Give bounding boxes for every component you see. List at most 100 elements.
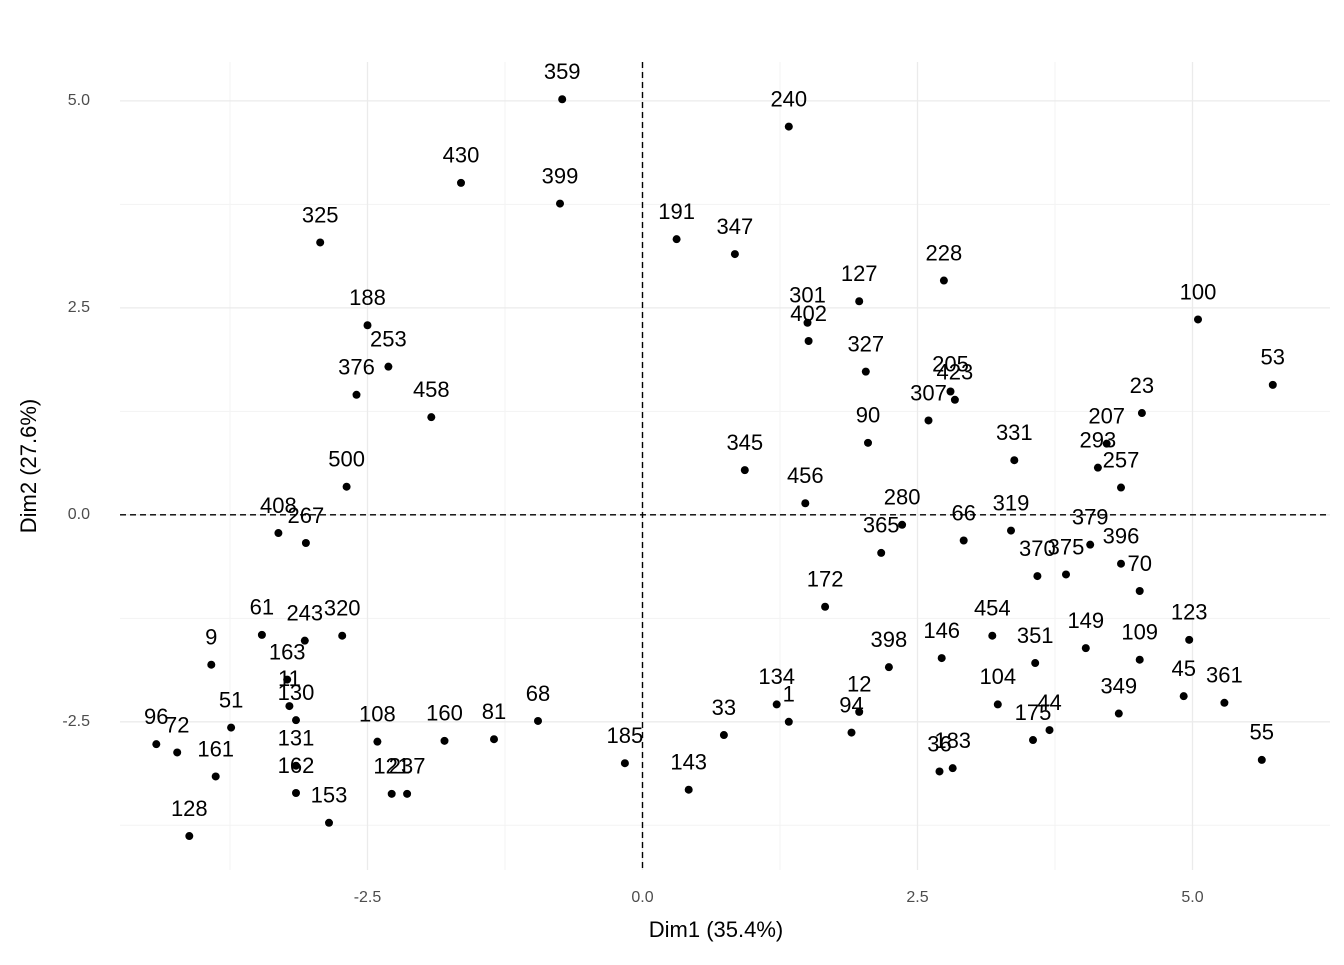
point-label: 351 — [1017, 623, 1054, 648]
point-label: 253 — [370, 326, 407, 351]
x-axis-title: Dim1 (35.4%) — [649, 917, 783, 942]
point-label: 66 — [951, 500, 975, 525]
point-label: 319 — [993, 490, 1030, 515]
point — [152, 740, 161, 749]
point-label: 55 — [1250, 720, 1274, 745]
point-label: 205 — [932, 351, 969, 376]
point-label: 33 — [712, 695, 736, 720]
point-label: 458 — [413, 377, 450, 402]
point — [864, 438, 872, 447]
point-label: 109 — [1121, 620, 1158, 645]
point-label: 280 — [884, 485, 921, 510]
point — [274, 529, 283, 538]
x-tick-label: 5.0 — [1181, 889, 1203, 906]
point-label: 228 — [926, 240, 963, 265]
point-label: 293 — [1080, 427, 1117, 452]
point-label: 143 — [670, 750, 707, 775]
point — [950, 395, 959, 404]
point-label: 370 — [1019, 536, 1056, 561]
point — [384, 362, 393, 371]
point-label: 44 — [1037, 690, 1061, 715]
point-label: 81 — [482, 699, 506, 724]
point-label: 121 — [373, 754, 410, 779]
point-label: 301 — [789, 283, 826, 308]
point — [684, 785, 693, 794]
point-label: 130 — [278, 680, 315, 705]
point-label: 185 — [607, 723, 644, 748]
point — [1114, 709, 1123, 718]
point-label: 345 — [726, 430, 763, 455]
point — [1102, 439, 1111, 448]
point — [801, 499, 810, 508]
point-label: 376 — [338, 355, 375, 380]
point-label: 243 — [286, 600, 323, 625]
point-label: 402 — [790, 301, 827, 326]
point-label: 347 — [717, 214, 754, 239]
point-label: 153 — [311, 783, 348, 808]
point-label: 257 — [1103, 447, 1140, 472]
point — [719, 731, 728, 740]
point-label: 9 — [205, 625, 217, 650]
point-label: 325 — [302, 202, 339, 227]
point-label: 408 — [260, 493, 297, 518]
point — [387, 789, 396, 798]
point — [352, 390, 361, 399]
point-label: 23 — [1130, 373, 1154, 398]
point — [534, 716, 542, 725]
point — [740, 466, 749, 475]
y-tick-label: 5.0 — [68, 92, 90, 109]
point-label: 361 — [1206, 663, 1243, 688]
point-label: 68 — [526, 681, 550, 706]
point — [173, 748, 182, 757]
point — [855, 707, 864, 716]
x-tick-label: -2.5 — [354, 889, 382, 906]
point — [784, 717, 793, 726]
point-label: 398 — [871, 627, 908, 652]
point — [338, 631, 347, 640]
point-label: 500 — [328, 447, 365, 472]
point — [457, 178, 465, 187]
point — [877, 548, 886, 557]
point-label: 331 — [996, 420, 1033, 445]
point-label: 134 — [758, 664, 795, 689]
point — [292, 716, 300, 725]
point — [211, 772, 220, 781]
point-label: 11 — [278, 666, 301, 691]
point — [784, 122, 793, 131]
point — [1010, 456, 1019, 465]
point-label: 161 — [197, 736, 234, 761]
point — [1086, 540, 1095, 549]
point-label: 399 — [542, 163, 579, 188]
point-label: 379 — [1072, 504, 1109, 529]
point-label: 146 — [923, 618, 960, 643]
point — [1093, 463, 1102, 472]
point-label: 90 — [856, 403, 880, 428]
point — [1117, 559, 1125, 568]
point — [556, 199, 564, 208]
point — [988, 631, 997, 640]
y-tick-label: 0.0 — [68, 506, 90, 523]
point-label: 128 — [171, 796, 208, 821]
point — [1194, 315, 1202, 324]
point — [855, 297, 864, 306]
point-label: 100 — [1180, 279, 1217, 304]
point-label: 423 — [937, 360, 974, 385]
point — [292, 761, 300, 770]
point-label: 188 — [349, 285, 386, 310]
point — [316, 238, 325, 247]
point — [847, 728, 856, 737]
point — [227, 723, 236, 732]
point — [1135, 655, 1144, 664]
point-label: 94 — [839, 692, 863, 717]
point — [1062, 570, 1070, 579]
point-label: 149 — [1067, 608, 1104, 633]
point-label: 267 — [288, 503, 325, 528]
x-tick-label: 2.5 — [906, 889, 928, 906]
y-tick-label: -2.5 — [62, 713, 90, 730]
point — [1185, 635, 1194, 644]
point — [373, 737, 382, 746]
point-label: 70 — [1127, 551, 1151, 576]
point — [490, 735, 498, 744]
point-label: 396 — [1103, 524, 1140, 549]
